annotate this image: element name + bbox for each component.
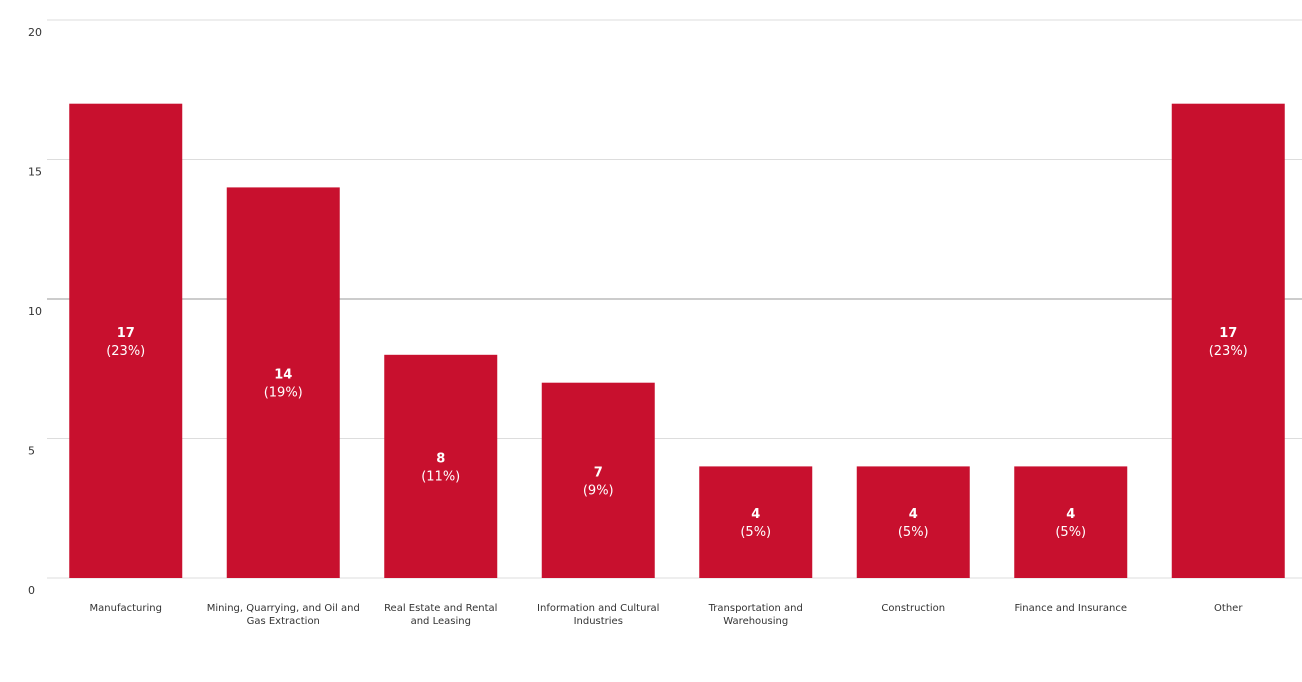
x-category-label: Manufacturing	[90, 603, 162, 614]
x-category-label: Real Estate and Rental	[384, 603, 497, 614]
bar[interactable]	[1014, 466, 1128, 578]
bar-percent-label: (5%)	[898, 525, 929, 540]
y-tick-label: 10	[28, 305, 42, 318]
y-tick-label: 15	[28, 166, 42, 179]
bar-percent-label: (19%)	[264, 386, 303, 401]
bar-percent-label: (9%)	[583, 483, 614, 498]
x-category-label: Other	[1214, 603, 1243, 614]
x-category-label: Construction	[881, 603, 945, 614]
bar[interactable]	[69, 103, 183, 578]
y-tick-label: 5	[28, 445, 35, 458]
bar-percent-label: (23%)	[106, 344, 145, 359]
y-tick-label: 0	[28, 584, 35, 597]
bar-percent-label: (5%)	[740, 525, 771, 540]
bar-value-label: 7	[594, 465, 603, 480]
bar[interactable]	[541, 382, 655, 578]
x-category-label: Warehousing	[723, 616, 788, 627]
bar-value-label: 17	[1219, 326, 1237, 341]
bar[interactable]	[226, 187, 340, 578]
bar-value-label: 4	[751, 507, 760, 522]
bar-percent-label: (23%)	[1209, 344, 1248, 359]
bar[interactable]	[384, 354, 498, 578]
x-category-label: Finance and Insurance	[1015, 603, 1128, 614]
bar-value-label: 4	[1066, 507, 1075, 522]
x-category-label: and Leasing	[411, 616, 471, 627]
bar-value-label: 4	[909, 507, 918, 522]
bar-value-label: 17	[117, 326, 135, 341]
bar[interactable]	[699, 466, 813, 578]
bar[interactable]	[856, 466, 970, 578]
bar[interactable]	[1171, 103, 1285, 578]
bar-percent-label: (11%)	[421, 469, 460, 484]
x-category-label: Mining, Quarrying, and Oil and	[207, 603, 360, 614]
y-tick-label: 20	[28, 26, 42, 39]
bar-percent-label: (5%)	[1055, 525, 1086, 540]
x-category-label: Information and Cultural	[537, 603, 659, 614]
bar-value-label: 8	[436, 451, 445, 466]
x-category-label: Industries	[574, 616, 623, 627]
x-category-label: Transportation and	[708, 603, 803, 614]
x-category-label: Gas Extraction	[247, 616, 320, 627]
bar-value-label: 14	[274, 368, 292, 383]
